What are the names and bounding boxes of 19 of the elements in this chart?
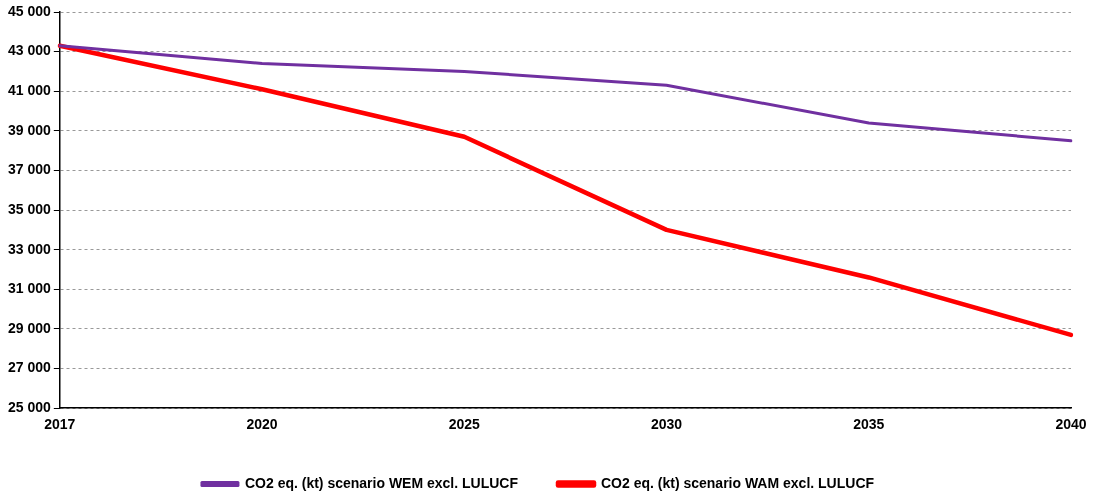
- y-tick-label: 29 000: [7, 319, 52, 336]
- x-tick-label: 2030: [650, 416, 683, 433]
- x-tick-label: 2035: [853, 416, 885, 433]
- x-tick-label: 2017: [44, 416, 76, 433]
- legend-label: CO2 eq. (kt) scenario WEM excl. LULUCF: [244, 474, 519, 491]
- y-tick-label: 35 000: [7, 200, 52, 217]
- y-tick-label: 39 000: [7, 121, 52, 138]
- y-tick-label: 27 000: [7, 359, 52, 376]
- x-tick-label: 2025: [448, 416, 481, 433]
- y-tick-label: 25 000: [7, 399, 52, 416]
- y-tick-label: 41 000: [7, 82, 52, 99]
- y-tick-label: 45 000: [7, 2, 52, 19]
- x-tick-label: 2040: [1055, 416, 1087, 433]
- y-tick-label: 33 000: [7, 240, 52, 257]
- y-tick-label: 43 000: [7, 42, 52, 59]
- y-tick-label: 31 000: [7, 280, 52, 297]
- legend-label: CO2 eq. (kt) scenario WAM excl. LULUCF: [601, 474, 875, 491]
- x-tick-label: 2020: [246, 416, 278, 433]
- y-tick-label: 37 000: [7, 161, 52, 178]
